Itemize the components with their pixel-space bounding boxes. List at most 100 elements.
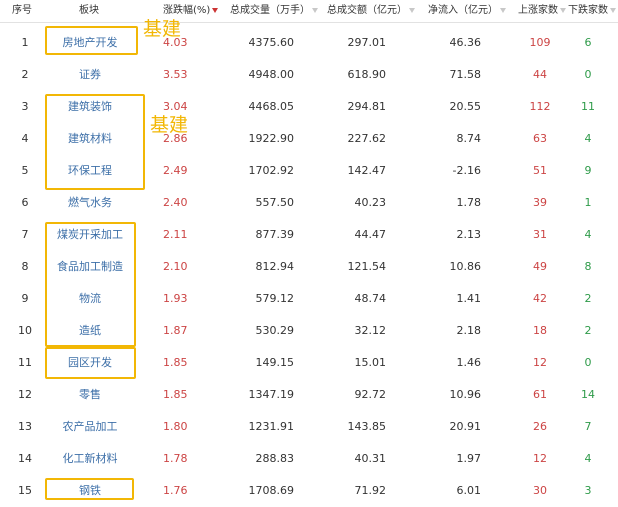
row-index: 14 bbox=[18, 452, 32, 465]
net-inflow: 1.46 bbox=[456, 356, 482, 369]
header-sector[interactable]: 板块 bbox=[79, 5, 99, 16]
header-volume-label: 总成交量（万手） bbox=[230, 5, 310, 16]
header-rising-count[interactable]: 上涨家数 bbox=[518, 4, 566, 18]
row-index: 2 bbox=[21, 68, 29, 81]
table-row[interactable]: 13 农产品加工 1.80 1231.91 143.85 20.91 26 7 bbox=[0, 411, 618, 443]
rising-count: 112 bbox=[529, 100, 551, 113]
table-row[interactable]: 11 园区开发 1.85 149.15 15.01 1.46 12 0 bbox=[0, 347, 618, 379]
change-percent: 1.85 bbox=[163, 356, 188, 369]
table-row[interactable]: 3 建筑装饰 3.04 4468.05 294.81 20.55 112 11 bbox=[0, 91, 618, 123]
table-row[interactable]: 7 煤炭开采加工 2.11 877.39 44.47 2.13 31 4 bbox=[0, 219, 618, 251]
sector-link[interactable]: 农产品加工 bbox=[62, 420, 118, 433]
net-inflow: 20.91 bbox=[449, 420, 482, 433]
amount: 40.31 bbox=[354, 452, 387, 465]
falling-count: 3 bbox=[584, 484, 592, 497]
sector-link[interactable]: 造纸 bbox=[79, 324, 101, 337]
net-inflow: 46.36 bbox=[449, 36, 482, 49]
row-index: 7 bbox=[21, 228, 29, 241]
volume: 579.12 bbox=[255, 292, 295, 305]
row-index: 13 bbox=[18, 420, 32, 433]
sector-link[interactable]: 房地产开发 bbox=[62, 36, 118, 49]
net-inflow: 2.18 bbox=[456, 324, 482, 337]
volume: 557.50 bbox=[255, 196, 295, 209]
sector-link[interactable]: 物流 bbox=[79, 292, 101, 305]
sort-icon bbox=[312, 7, 318, 13]
sector-link[interactable]: 建筑装饰 bbox=[68, 100, 112, 113]
amount: 121.54 bbox=[347, 260, 387, 273]
table-row[interactable]: 6 燃气水务 2.40 557.50 40.23 1.78 39 1 bbox=[0, 187, 618, 219]
rising-count: 63 bbox=[533, 132, 547, 145]
table-row[interactable]: 4 建筑材料 2.86 1922.90 227.62 8.74 63 4 bbox=[0, 123, 618, 155]
change-percent: 1.76 bbox=[163, 484, 188, 497]
table-row[interactable]: 10 造纸 1.87 530.29 32.12 2.18 18 2 bbox=[0, 315, 618, 347]
rising-count: 109 bbox=[529, 36, 551, 49]
highlight-box bbox=[45, 347, 136, 379]
sort-icon bbox=[560, 7, 566, 13]
sector-link[interactable]: 钢铁 bbox=[79, 484, 101, 497]
net-inflow: 1.78 bbox=[456, 196, 482, 209]
table-row[interactable]: 15 钢铁 1.76 1708.69 71.92 6.01 30 3 bbox=[0, 475, 618, 507]
volume: 1347.19 bbox=[248, 388, 295, 401]
falling-count: 4 bbox=[584, 228, 592, 241]
sector-link[interactable]: 环保工程 bbox=[68, 164, 112, 177]
header-index[interactable]: 序号 bbox=[12, 5, 32, 16]
table-row[interactable]: 2 证券 3.53 4948.00 618.90 71.58 44 0 bbox=[0, 59, 618, 91]
net-inflow: 71.58 bbox=[449, 68, 482, 81]
falling-count: 11 bbox=[581, 100, 595, 113]
sort-icon bbox=[500, 7, 506, 13]
header-falling-count-label: 下跌家数 bbox=[568, 5, 608, 16]
sector-link[interactable]: 食品加工制造 bbox=[57, 260, 123, 273]
falling-count: 7 bbox=[584, 420, 592, 433]
net-inflow: 6.01 bbox=[456, 484, 482, 497]
table-row[interactable]: 5 环保工程 2.49 1702.92 142.47 -2.16 51 9 bbox=[0, 155, 618, 187]
net-inflow: 1.97 bbox=[456, 452, 482, 465]
rising-count: 39 bbox=[533, 196, 547, 209]
falling-count: 2 bbox=[584, 292, 592, 305]
net-inflow: 1.41 bbox=[456, 292, 482, 305]
header-volume[interactable]: 总成交量（万手） bbox=[230, 4, 318, 18]
sector-link[interactable]: 燃气水务 bbox=[68, 196, 112, 209]
change-percent: 2.40 bbox=[163, 196, 188, 209]
highlight-box bbox=[45, 94, 145, 190]
falling-count: 9 bbox=[584, 164, 592, 177]
sector-link[interactable]: 煤炭开采加工 bbox=[57, 228, 123, 241]
amount: 142.47 bbox=[347, 164, 387, 177]
amount: 71.92 bbox=[354, 484, 387, 497]
header-net-inflow[interactable]: 净流入（亿元） bbox=[428, 4, 506, 18]
highlight-box bbox=[45, 478, 134, 500]
row-index: 8 bbox=[21, 260, 29, 273]
sector-link[interactable]: 建筑材料 bbox=[68, 132, 112, 145]
header-falling-count[interactable]: 下跌家数 bbox=[568, 4, 616, 18]
header-net-inflow-label: 净流入（亿元） bbox=[428, 5, 498, 16]
table-row[interactable]: 9 物流 1.93 579.12 48.74 1.41 42 2 bbox=[0, 283, 618, 315]
amount: 92.72 bbox=[354, 388, 387, 401]
volume: 530.29 bbox=[255, 324, 295, 337]
table-row[interactable]: 8 食品加工制造 2.10 812.94 121.54 10.86 49 8 bbox=[0, 251, 618, 283]
amount: 44.47 bbox=[354, 228, 387, 241]
sector-link[interactable]: 园区开发 bbox=[68, 356, 112, 369]
net-inflow: 10.96 bbox=[449, 388, 482, 401]
sort-desc-icon bbox=[212, 7, 219, 13]
annotation-infrastructure: 基建 bbox=[150, 114, 189, 136]
header-change-percent[interactable]: 涨跌幅(%) bbox=[163, 4, 219, 18]
sector-link[interactable]: 化工新材料 bbox=[62, 452, 118, 465]
sector-link[interactable]: 零售 bbox=[79, 388, 101, 401]
table-row[interactable]: 1 房地产开发 4.03 4375.60 297.01 46.36 109 6 bbox=[0, 27, 618, 59]
amount: 297.01 bbox=[347, 36, 387, 49]
sector-link[interactable]: 证券 bbox=[79, 68, 101, 81]
sort-icon bbox=[610, 7, 616, 13]
net-inflow: 20.55 bbox=[449, 100, 482, 113]
falling-count: 0 bbox=[584, 356, 592, 369]
falling-count: 8 bbox=[584, 260, 592, 273]
falling-count: 2 bbox=[584, 324, 592, 337]
amount: 15.01 bbox=[354, 356, 387, 369]
header-rising-count-label: 上涨家数 bbox=[518, 5, 558, 16]
amount: 143.85 bbox=[347, 420, 387, 433]
volume: 4375.60 bbox=[248, 36, 295, 49]
falling-count: 1 bbox=[584, 196, 592, 209]
amount: 40.23 bbox=[354, 196, 387, 209]
header-amount[interactable]: 总成交额（亿元） bbox=[327, 4, 415, 18]
volume: 1708.69 bbox=[248, 484, 295, 497]
table-row[interactable]: 14 化工新材料 1.78 288.83 40.31 1.97 12 4 bbox=[0, 443, 618, 475]
table-row[interactable]: 12 零售 1.85 1347.19 92.72 10.96 61 14 bbox=[0, 379, 618, 411]
